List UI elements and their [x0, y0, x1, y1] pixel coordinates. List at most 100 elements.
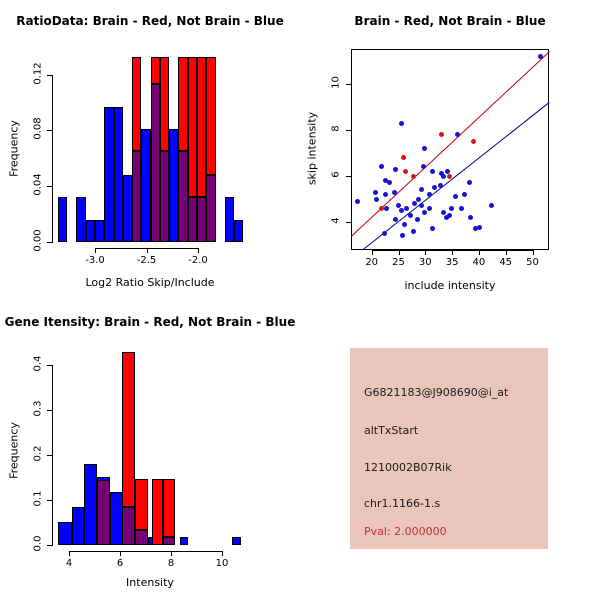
- gene-intensity-ylabel: Frequency: [7, 422, 21, 479]
- scatter-point-blue: [476, 225, 482, 231]
- scatter-title: Brain - Red, Not Brain - Blue: [354, 14, 546, 28]
- intensity-hist-purple-bar: [121, 506, 136, 545]
- intensity-hist-y-tick: [47, 545, 52, 546]
- ratio-hist-blue-bar: [224, 197, 235, 242]
- scatter-point-blue: [444, 214, 450, 220]
- intensity-hist-x-tick: [222, 551, 223, 556]
- locus-text: chr1.1166-1.s: [364, 497, 441, 510]
- ratio-hist-blue-bar: [122, 175, 133, 242]
- ratio-hist-x-tick: [95, 248, 96, 253]
- intensity-hist-blue-bar: [71, 506, 85, 545]
- ratio-hist-blue-bar: [104, 106, 114, 242]
- scatter-point-blue: [419, 203, 425, 209]
- ratio-hist-x-tick-label: -2.0: [188, 255, 208, 266]
- intensity-hist-purple-bar: [97, 480, 111, 545]
- ratio-hist-y-tick: [47, 74, 52, 76]
- intensity-hist-x-tick: [171, 551, 172, 556]
- scatter-point-blue: [407, 212, 413, 218]
- scatter-point-blue: [468, 214, 474, 220]
- scatter-point-red: [471, 139, 477, 144]
- ratio-hist-y-axis-line: [52, 74, 53, 243]
- ratio-hist-blue-bar: [85, 219, 95, 242]
- ratio-hist-x-tick: [198, 248, 199, 253]
- intensity-hist-y-tick: [47, 365, 52, 366]
- ratio-hist-red-bar: [178, 57, 188, 152]
- scatter-x-tick-label: 20: [365, 257, 379, 268]
- ratio-hist-overlap-bar: [187, 197, 197, 242]
- scatter-point-blue: [414, 217, 420, 223]
- scatter-point-blue: [393, 166, 399, 172]
- scatter-point-blue: [355, 198, 361, 204]
- ratio-hist-red-bar: [132, 57, 142, 152]
- ratio-hist-blue-bar: [76, 197, 86, 242]
- intensity-hist-y-tick: [47, 455, 52, 456]
- ratio-hist-overlap-bar: [159, 151, 170, 242]
- ratio-hist-blue-bar: [169, 129, 179, 242]
- ratio-hist-overlap-bar: [178, 151, 188, 242]
- ratio-hist-red-bar: [196, 57, 207, 198]
- scatter-point-red: [438, 132, 444, 138]
- gene-intensity-xlabel: Intensity: [126, 576, 174, 589]
- intensity-hist-red-bar: [135, 479, 148, 530]
- scatter-y-tick-label: 10: [330, 76, 342, 89]
- ratio-hist-overlap-bar: [206, 175, 216, 242]
- ratio-hist-y-tick-label: 0.00: [32, 229, 44, 252]
- ratio-hist-overlap-bar: [150, 84, 160, 242]
- intensity-hist-x-tick-label: 8: [167, 558, 175, 569]
- ratio-histogram-xlabel: Log2 Ratio Skip/Include: [85, 276, 215, 289]
- scatter-point-red: [401, 155, 407, 161]
- scatter-point-blue: [372, 189, 378, 195]
- scatter-x-tick-label: 45: [499, 257, 513, 268]
- scatter-x-tick: [425, 250, 427, 255]
- intensity-hist-purple-bar: [163, 537, 176, 545]
- ratio-hist-y-tick: [47, 186, 52, 188]
- scatter-point-blue: [420, 164, 426, 170]
- scatter-xlabel: include intensity: [404, 279, 496, 292]
- probe-id-text: G6821183@J908690@i_at: [364, 386, 509, 399]
- scatter-point-blue: [382, 231, 388, 236]
- scatter-point-blue: [473, 226, 479, 232]
- ratio-hist-red-bar: [159, 57, 170, 152]
- ratio-hist-blue-bar: [234, 219, 244, 242]
- scatter-point-blue: [449, 205, 455, 211]
- scatter-point-blue: [399, 208, 405, 213]
- scatter-point-blue: [387, 180, 393, 186]
- scatter-ylabel: skip intensity: [305, 111, 319, 186]
- scatter-point-blue: [404, 205, 410, 211]
- scatter-point-blue: [489, 203, 495, 209]
- ratio-hist-blue-bar: [57, 197, 68, 242]
- ratio-hist-red-bar: [206, 57, 216, 176]
- intensity-hist-y-axis-line: [52, 365, 53, 546]
- scatter-x-tick: [532, 250, 534, 255]
- scatter-point-blue: [429, 226, 435, 232]
- scatter-point-blue: [447, 212, 453, 218]
- intensity-hist-y-tick: [47, 410, 52, 411]
- intensity-hist-red-bar: [121, 352, 136, 507]
- intensity-hist-y-tick-label: 0.3: [32, 400, 44, 417]
- scatter-y-tick: [346, 130, 351, 131]
- intensity-hist-x-tick-label: 4: [65, 558, 73, 569]
- scatter-x-tick-label: 35: [445, 257, 459, 268]
- scatter-point-blue: [438, 182, 444, 188]
- scatter-point-blue: [374, 196, 380, 202]
- scatter-x-tick: [371, 250, 373, 255]
- ratio-hist-overlap-bar: [132, 151, 142, 242]
- gene-intensity-title: Gene Itensity: Brain - Red, Not Brain - …: [4, 315, 296, 329]
- intensity-hist-blue-bar: [58, 521, 72, 545]
- scatter-x-tick: [398, 250, 400, 255]
- intensity-hist-y-tick-label: 0.0: [32, 535, 44, 552]
- scatter-y-tick-label: 8: [330, 125, 342, 132]
- scatter-point-blue: [429, 168, 435, 174]
- scatter-x-tick-label: 50: [526, 257, 539, 268]
- scatter-x-tick: [452, 250, 454, 255]
- ratio-hist-blue-bar: [95, 219, 105, 242]
- intensity-hist-x-tick: [69, 551, 70, 556]
- scatter-point-blue: [411, 201, 417, 207]
- ratio-hist-y-tick-label: 0.08: [32, 117, 44, 141]
- ratio-hist-overlap-bar: [196, 197, 207, 242]
- scatter-point-blue: [441, 210, 447, 216]
- ratio-hist-red-bar: [187, 57, 197, 198]
- ratio-hist-y-tick: [47, 130, 52, 132]
- intensity-hist-x-axis-line: [69, 551, 223, 552]
- scatter-y-tick-label: 6: [330, 171, 342, 178]
